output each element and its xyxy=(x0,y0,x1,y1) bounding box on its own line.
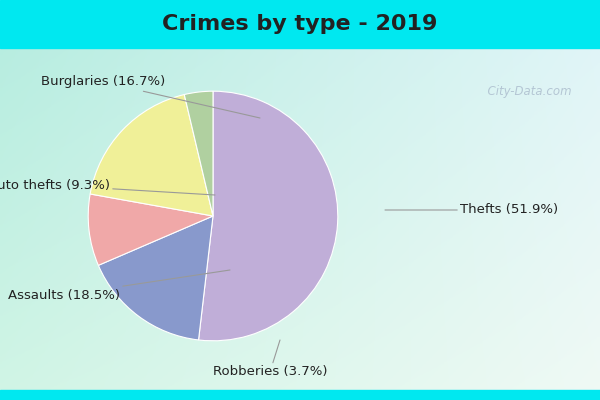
Wedge shape xyxy=(184,91,213,216)
Text: Crimes by type - 2019: Crimes by type - 2019 xyxy=(163,14,437,34)
Text: Burglaries (16.7%): Burglaries (16.7%) xyxy=(41,76,260,118)
Wedge shape xyxy=(88,194,213,265)
Wedge shape xyxy=(98,216,213,340)
Bar xyxy=(0,0,600,48)
Text: City-Data.com: City-Data.com xyxy=(480,86,572,98)
Wedge shape xyxy=(90,94,213,216)
Text: Auto thefts (9.3%): Auto thefts (9.3%) xyxy=(0,178,215,195)
Text: Assaults (18.5%): Assaults (18.5%) xyxy=(8,270,230,302)
Bar xyxy=(0,390,600,400)
Text: Thefts (51.9%): Thefts (51.9%) xyxy=(385,204,558,216)
Text: Robberies (3.7%): Robberies (3.7%) xyxy=(213,340,327,378)
Wedge shape xyxy=(199,91,338,341)
